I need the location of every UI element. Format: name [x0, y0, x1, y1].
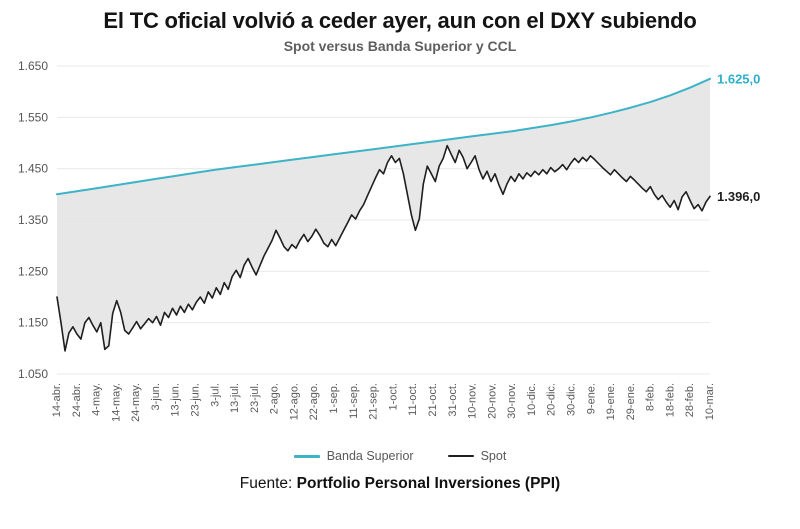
chart-canvas: 1.050 1.150 1.250 1.350 1.450 1.550 1.650 14-ab…: [18, 59, 760, 422]
source-note: Fuente: Portfolio Personal Inversiones (…: [0, 475, 800, 493]
x-axis-tick-label: 30-dic.: [565, 383, 577, 416]
x-axis-tick-label: 23-jun.: [190, 383, 202, 417]
x-axis-tick-label: 3-jul.: [209, 383, 221, 407]
x-axis-tick-label: 24-abr.: [71, 383, 83, 417]
x-axis-tick-label: 29-ene.: [625, 383, 637, 420]
chart-page: El TC oficial volvió a ceder ayer, aun c…: [0, 8, 800, 529]
x-axis-tick-label: 14-may.: [110, 383, 122, 422]
x-axis-tick-label: 11-sep.: [348, 383, 360, 419]
x-axis-tick-label: 10-nov.: [467, 383, 479, 419]
banda-superior-line-swatch: [293, 454, 320, 458]
x-axis-tick-label: 21-oct.: [427, 383, 439, 417]
series-end-value-label: 1.396,0: [717, 189, 760, 204]
x-axis-tick-label: 1-sep.: [328, 383, 340, 414]
x-axis-tick-label: 14-abr.: [51, 383, 63, 417]
x-axis-tick-label: 9-ene.: [585, 383, 597, 414]
spot-line-swatch: [447, 455, 474, 457]
chart-legend: Banda Superior Spot: [0, 446, 800, 466]
y-axis-tick-label: 1.150: [18, 316, 48, 330]
y-axis-tick-label: 1.550: [18, 110, 48, 124]
x-axis-tick-label: 20-nov.: [486, 383, 498, 419]
x-axis-tick-label: 21-sep.: [368, 383, 380, 420]
legend-item-spot: Spot: [447, 449, 507, 463]
y-axis-tick-label: 1.050: [18, 367, 48, 381]
y-axis-tick-label: 1.250: [18, 264, 48, 278]
x-axis-tick-label: 28-feb.: [684, 383, 696, 417]
y-axis-tick-label: 1.450: [18, 162, 48, 176]
spot-line: [56, 144, 711, 352]
x-axis-tick-label: 22-ago.: [308, 383, 320, 420]
x-axis-tick-label: 10-mar.: [704, 383, 716, 420]
legend-label-banda-superior: Banda Superior: [326, 449, 414, 463]
x-axis-tick-label: 23-jul.: [249, 383, 261, 413]
x-axis-tick-label: 8-feb.: [645, 383, 657, 411]
x-axis-tick-label: 18-feb.: [664, 383, 676, 417]
x-axis-tick-label: 12-ago.: [288, 383, 300, 420]
x-axis-tick-label: 24-may.: [130, 383, 142, 422]
source-label: Fuente:: [239, 475, 293, 492]
x-axis-tick-label: 19-ene.: [605, 383, 617, 420]
fill-between-area: [57, 78, 710, 351]
legend-label-spot: Spot: [480, 449, 507, 463]
source-name: Portfolio Personal Inversiones (PPI): [296, 475, 561, 492]
legend-item-banda-superior: Banda Superior: [293, 449, 414, 463]
x-axis-tick-label: 11-oct.: [407, 383, 419, 416]
x-axis-tick-label: 2-ago.: [269, 383, 281, 414]
x-axis-tick-label: 1-oct.: [387, 383, 399, 411]
chart-subtitle: Spot versus Banda Superior y CCL: [283, 38, 517, 54]
series-end-value-label: 1.625,0: [717, 71, 760, 86]
y-axis-tick-label: 1.350: [18, 213, 48, 227]
page-title: El TC oficial volvió a ceder ayer, aun c…: [103, 8, 697, 33]
x-axis-tick-label: 30-nov.: [506, 383, 518, 419]
x-axis-tick-label: 13-jul.: [229, 383, 241, 413]
x-axis-tick-label: 13-jun.: [170, 383, 182, 417]
x-axis-tick-label: 31-oct.: [447, 383, 459, 417]
x-axis-tick-label: 4-may.: [91, 383, 103, 416]
y-axis-tick-label: 1.650: [18, 59, 48, 73]
x-axis-tick-label: 3-jun.: [150, 383, 162, 411]
x-axis-tick-label: 10-dic.: [526, 383, 538, 416]
banda-superior-line: [56, 77, 711, 196]
x-axis-tick-label: 20-dic.: [546, 383, 558, 416]
